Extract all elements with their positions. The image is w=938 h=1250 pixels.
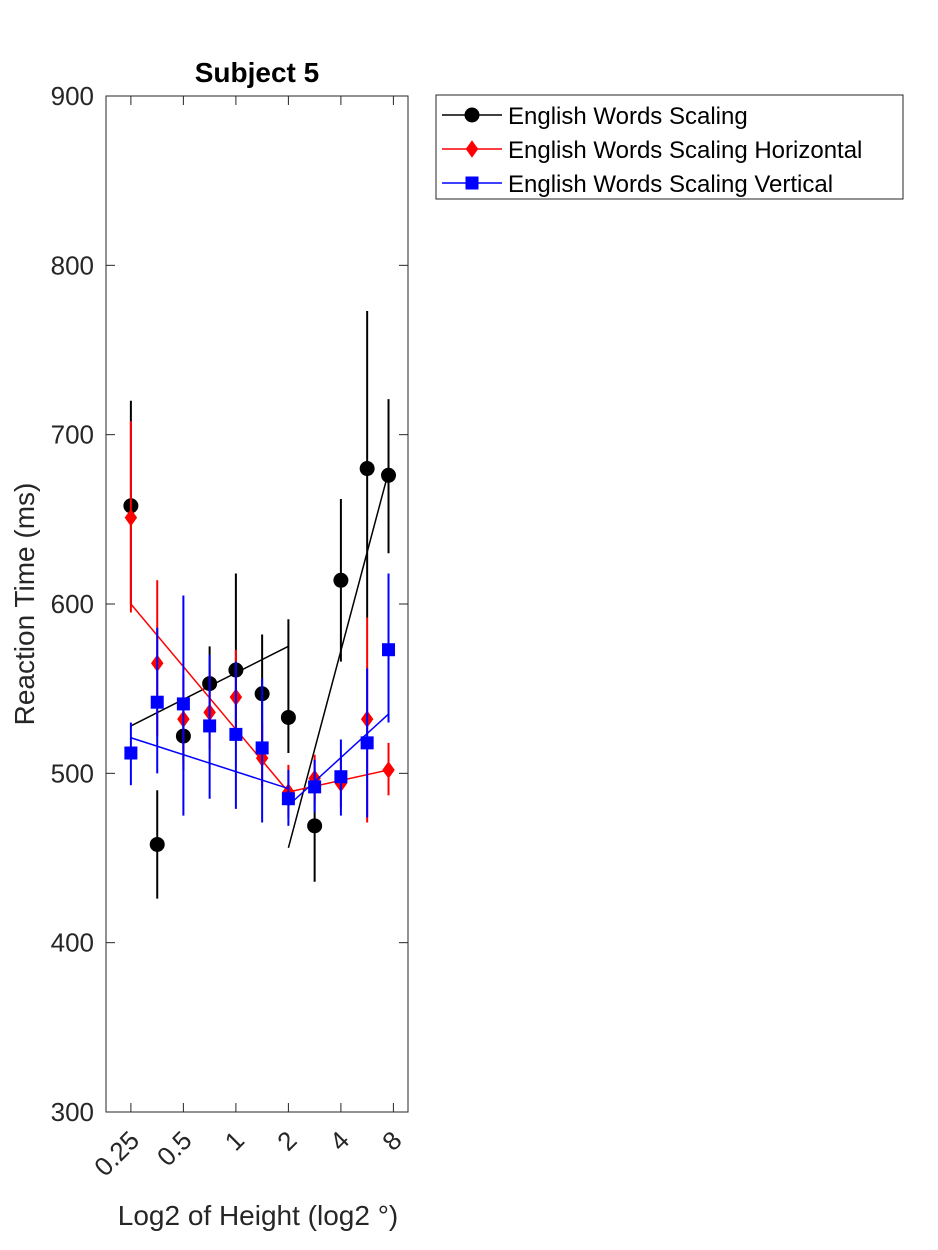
data-point (203, 719, 217, 733)
series-layer (123, 311, 397, 899)
x-tick-label: 4 (324, 1125, 355, 1156)
legend: English Words Scaling English Words Scali… (435, 94, 904, 200)
x-tick-label: 8 (376, 1125, 407, 1156)
x-tick-label: 0.5 (151, 1125, 198, 1172)
data-point (124, 746, 138, 760)
data-point (124, 508, 138, 527)
legend-label: English Words Scaling Horizontal (508, 137, 862, 164)
x-axis-label: Log2 of Height (log2 °) (118, 1200, 398, 1231)
data-point (149, 836, 165, 852)
legend-item: English Words Scaling (442, 103, 748, 130)
series-3 (124, 573, 396, 826)
legend-label: English Words Scaling Vertical (508, 171, 833, 198)
data-point (382, 643, 396, 657)
chart-title: Subject 5 (195, 57, 319, 88)
data-point (334, 770, 348, 784)
x-tick-label: 2 (271, 1125, 302, 1156)
data-point (381, 467, 397, 483)
legend-item: English Words Scaling Horizontal (442, 137, 862, 164)
legend-item: English Words Scaling Vertical (442, 171, 833, 198)
fit-line (287, 471, 390, 849)
legend-marker (464, 107, 480, 123)
y-tick-label: 900 (51, 81, 94, 111)
y-tick-label: 300 (51, 1097, 94, 1127)
data-point (359, 461, 375, 477)
data-point (308, 780, 322, 794)
data-point (255, 741, 269, 755)
data-point (307, 818, 323, 834)
data-point (382, 761, 395, 779)
x-tick-label: 0.25 (88, 1125, 145, 1182)
data-point (281, 792, 295, 806)
y-axis-label: Reaction Time (ms) (9, 483, 40, 726)
plot-area (105, 95, 409, 1113)
legend-marker (465, 140, 479, 158)
y-tick-label: 600 (51, 589, 94, 619)
data-point (176, 697, 190, 711)
data-point (150, 695, 164, 709)
y-tick-label: 400 (51, 928, 94, 958)
legend-label: English Words Scaling (508, 103, 748, 130)
data-point (229, 727, 243, 741)
data-point (280, 709, 296, 725)
legend-box (435, 94, 904, 200)
legend-marker (465, 176, 479, 190)
x-tick-label: 1 (219, 1125, 250, 1156)
y-tick-label: 500 (51, 758, 94, 788)
data-point (333, 572, 349, 588)
y-tick-label: 800 (51, 250, 94, 280)
fit-line (287, 713, 390, 807)
y-tick-label: 700 (51, 420, 94, 450)
data-point (360, 736, 374, 750)
